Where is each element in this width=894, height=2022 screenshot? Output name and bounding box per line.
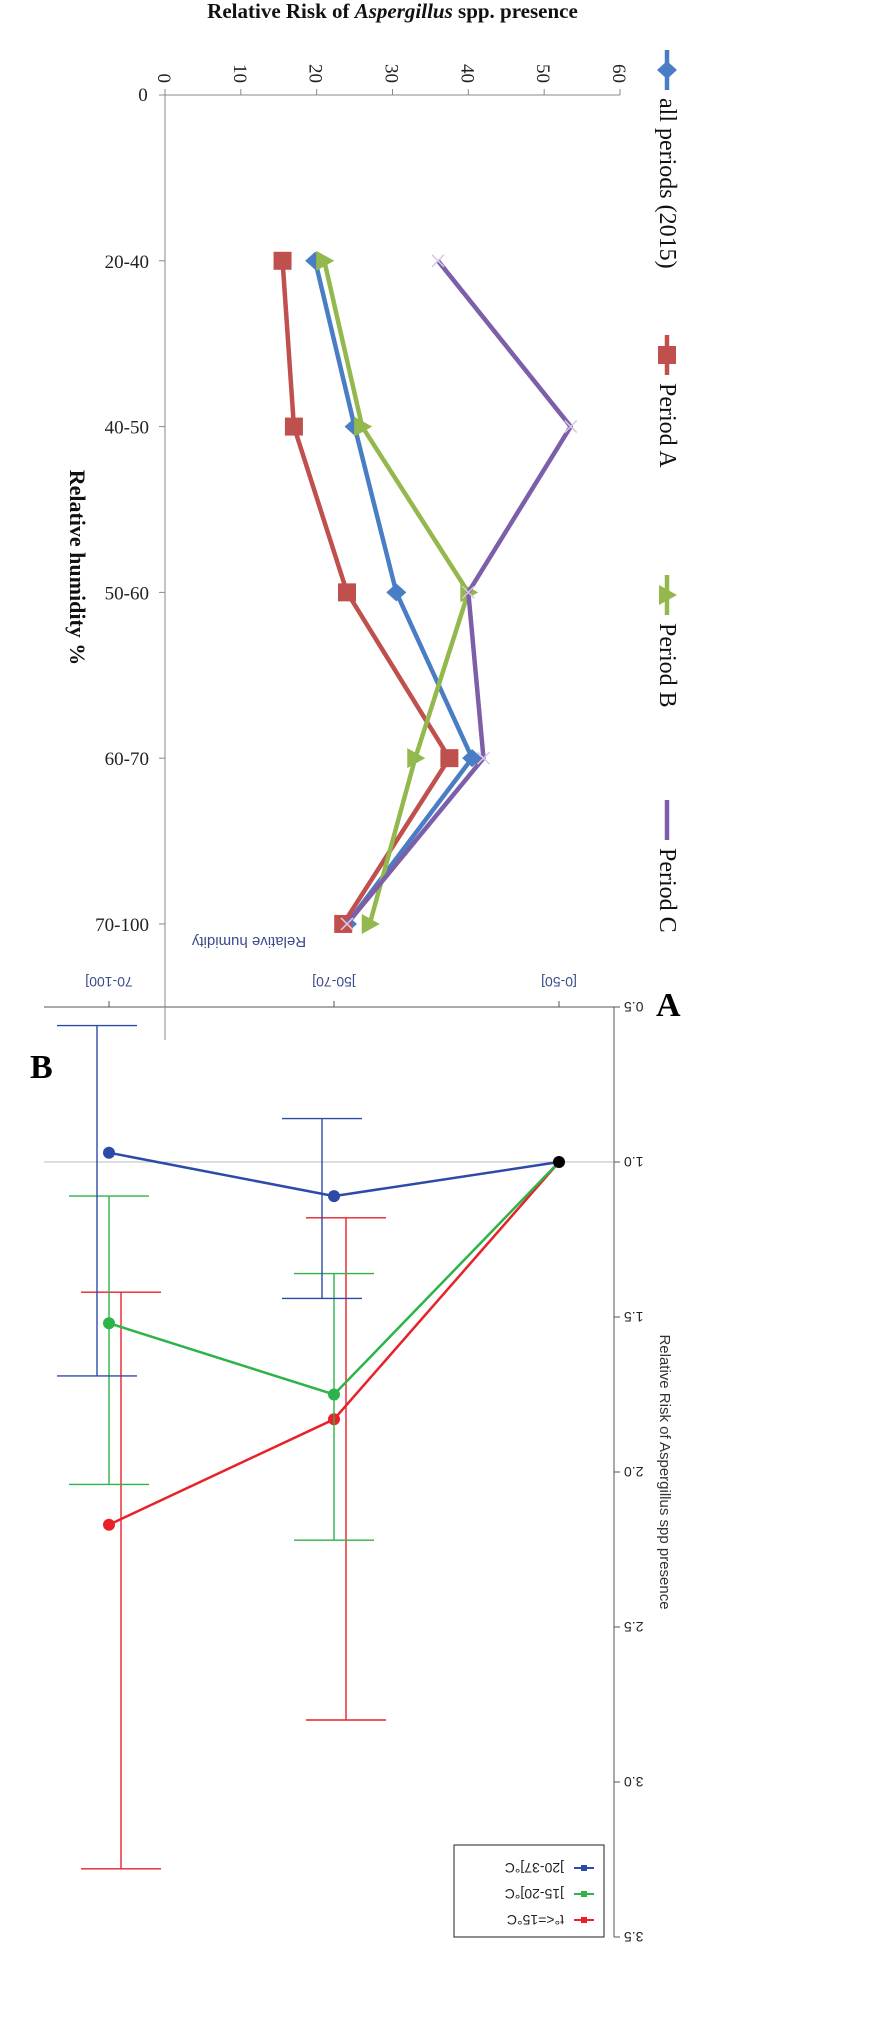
b-point-square (273, 251, 292, 270)
a-legend-marker (581, 1865, 587, 1871)
a-x-axis-label: Relative humidity (191, 933, 306, 950)
b-y-tick-label: 0 (153, 74, 174, 84)
b-y-tick-label: 50 (532, 64, 553, 83)
b-point-x (340, 917, 354, 931)
b-legend-label: Period C (654, 848, 680, 933)
b-point-square (440, 749, 459, 768)
a-y-tick-label: 1.0 (624, 1154, 644, 1170)
b-y-tick-label: 20 (305, 64, 326, 83)
b-legend-marker (658, 346, 676, 364)
b-y-axis-label: Relative Risk of Aspergillus spp. presen… (207, 0, 578, 23)
a-legend-label: t°<=15°C (507, 1912, 564, 1928)
a-data-point (103, 1146, 115, 1159)
b-legend: all periods (2015) Period A Period B Period… (654, 50, 680, 933)
a-panel-letter: A (656, 987, 681, 1024)
b-legend-label: Period B (654, 623, 680, 708)
b-point-diamond (386, 583, 407, 602)
a-y-tick-label: 3.0 (624, 1774, 644, 1790)
b-legend-label: Period A (654, 383, 680, 468)
b-point-x (431, 254, 445, 268)
a-data-point (328, 1388, 340, 1401)
a-data-point (103, 1518, 115, 1531)
b-point-square (284, 417, 303, 436)
b-y-tick-label: 40 (456, 64, 477, 83)
b-point-square (338, 583, 356, 602)
b-legend-marker (657, 61, 677, 79)
a-legend-marker (581, 1891, 587, 1897)
a-data-point (103, 1317, 115, 1330)
panel-a-chart: 0.5 1.0 1.5 2.0 2.5 3.0 3.5 [0-50] ]50-70] 70-100… (44, 933, 681, 1945)
b-x-axis-label: Relative humidity % (65, 470, 90, 666)
a-baseline-point (553, 1156, 565, 1168)
a-y-tick-label: 3.5 (624, 1929, 644, 1945)
b-series-line-3 (345, 259, 573, 926)
a-x-tick-label: [0-50] (541, 974, 577, 990)
b-y-tick-label: 10 (229, 64, 250, 83)
b-legend-label: all periods (2015) (654, 98, 680, 269)
b-point-x (564, 420, 578, 434)
a-series-line-2 (108, 1151, 560, 1198)
a-legend-label: ]15-20]°C (505, 1886, 564, 1902)
b-point-x (476, 751, 491, 765)
a-y-tick-label: 2.5 (624, 1619, 644, 1635)
b-x-tick-label: 70-100 (95, 915, 149, 936)
a-legend-label: ]20-37]°C (505, 1860, 564, 1876)
b-x-tick-label: 60-70 (105, 749, 149, 770)
b-x-tick-label: 20-40 (105, 252, 149, 273)
b-point-triangle (361, 913, 380, 934)
a-x-tick-label: 70-100] (85, 974, 132, 990)
b-y-axis-label-part: spp. presence (453, 0, 578, 23)
b-point-triangle (316, 250, 335, 271)
b-y-tick-label: 60 (608, 64, 629, 83)
b-point-triangle (354, 416, 373, 437)
b-point-triangle (407, 748, 426, 769)
a-legend: t°<=15°C ]15-20]°C ]20-37]°C (453, 1844, 605, 1938)
a-legend-marker (581, 1917, 587, 1923)
b-y-axis-label-part: Aspergillus (353, 0, 453, 23)
a-y-axis-label: Relative Risk of Aspergillus spp presenc… (656, 1334, 673, 1609)
a-y-tick-label: 2.0 (624, 1464, 644, 1480)
a-legend-box (453, 1844, 605, 1938)
b-y-axis-label-part: Relative Risk of (207, 0, 355, 23)
b-x-tick-label: 50-60 (105, 583, 149, 604)
b-point-x (461, 585, 475, 599)
a-x-tick-label: ]50-70] (312, 974, 356, 990)
a-y-tick-label: 1.5 (624, 1309, 644, 1325)
b-x-tick-label: 40-50 (105, 418, 149, 439)
b-point-square (334, 914, 353, 933)
b-x-zero-label: 0 (138, 85, 148, 106)
b-y-tick-label: 30 (381, 64, 402, 83)
panel-b-chart: 0 10 20 30 40 50 60 0 20-40 40-50 50-60 60-70 70-100… (30, 0, 680, 1086)
a-y-tick-label: 0.5 (624, 999, 644, 1015)
b-panel-letter: B (30, 1049, 53, 1086)
b-legend-marker (659, 585, 677, 605)
a-data-point (328, 1190, 340, 1203)
